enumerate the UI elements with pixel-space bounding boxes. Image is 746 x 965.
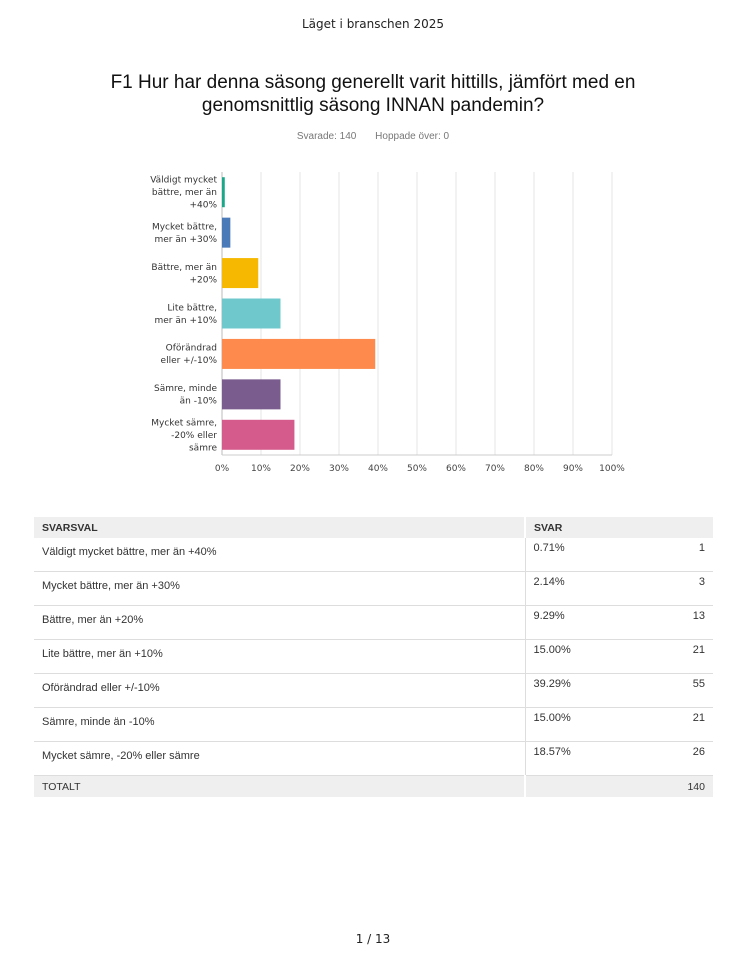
category-label: Lite bättre, bbox=[167, 303, 217, 313]
bar bbox=[222, 177, 225, 208]
row-option: Oförändrad eller +/-10% bbox=[34, 673, 525, 708]
row-option: Mycket sämre, -20% eller sämre bbox=[34, 741, 525, 776]
row-percent: 0.71% bbox=[524, 538, 646, 572]
x-tick-label: 90% bbox=[563, 464, 583, 474]
total-count: 140 bbox=[645, 775, 713, 797]
category-label: +40% bbox=[189, 201, 217, 211]
row-option: Väldigt mycket bättre, mer än +40% bbox=[34, 538, 525, 572]
total-label: TOTALT bbox=[34, 775, 526, 797]
row-option: Bättre, mer än +20% bbox=[34, 605, 525, 640]
category-label: Väldigt mycket bbox=[150, 176, 217, 186]
table-row: Väldigt mycket bättre, mer än +40% 0.71% 1 bbox=[34, 538, 713, 572]
row-percent: 9.29% bbox=[524, 605, 646, 640]
table-total-row: TOTALT 140 bbox=[34, 775, 713, 797]
category-label: Mycket bättre, bbox=[152, 222, 217, 232]
bar bbox=[222, 258, 259, 289]
table-row: Bättre, mer än +20% 9.29% 13 bbox=[34, 605, 713, 640]
header-option: SVARSVAL bbox=[34, 517, 526, 538]
category-label: mer än +30% bbox=[155, 235, 218, 245]
skipped-count: Hoppade över: 0 bbox=[375, 131, 450, 142]
row-option: Lite bättre, mer än +10% bbox=[34, 639, 525, 674]
category-label: mer än +10% bbox=[155, 316, 218, 326]
bar bbox=[222, 379, 281, 410]
x-tick-label: 40% bbox=[368, 464, 388, 474]
row-count: 55 bbox=[645, 673, 713, 708]
category-label: Bättre, mer än bbox=[151, 263, 217, 273]
x-tick-label: 70% bbox=[485, 464, 505, 474]
table-header: SVARSVAL SVAR bbox=[34, 517, 713, 538]
answered-count: Svarade: 140 bbox=[296, 131, 357, 142]
category-label: Oförändrad bbox=[166, 344, 217, 354]
row-count: 1 bbox=[645, 538, 713, 572]
bar bbox=[222, 338, 376, 369]
row-percent: 15.00% bbox=[524, 707, 646, 742]
row-count: 21 bbox=[645, 707, 713, 742]
row-percent: 15.00% bbox=[524, 639, 646, 674]
category-label: än -10% bbox=[180, 397, 218, 407]
row-count: 26 bbox=[645, 741, 713, 776]
row-count: 3 bbox=[645, 571, 713, 606]
category-label: bättre, mer än bbox=[152, 188, 217, 198]
bar-chart: Väldigt mycket bättre, mer än +40% Mycket b… bbox=[150, 172, 625, 474]
category-label: +20% bbox=[189, 275, 217, 285]
chart-x-axis: 0% 10% 20% 30% 40% 50% 60% 70% 80% 90% 100% bbox=[215, 464, 625, 474]
table-row: Oförändrad eller +/-10% 39.29% 55 bbox=[34, 673, 713, 708]
x-tick-label: 60% bbox=[446, 464, 466, 474]
x-tick-label: 10% bbox=[251, 464, 271, 474]
table-row: Mycket bättre, mer än +30% 2.14% 3 bbox=[34, 571, 713, 606]
bar bbox=[222, 217, 231, 248]
category-label: eller +/-10% bbox=[161, 356, 218, 366]
table-row: Mycket sämre, -20% eller sämre 18.57% 26 bbox=[34, 741, 713, 776]
category-label: Sämre, minde bbox=[154, 384, 217, 394]
row-percent: 18.57% bbox=[524, 741, 646, 776]
row-percent: 2.14% bbox=[524, 571, 646, 606]
bar bbox=[222, 298, 281, 329]
category-label: Mycket sämre, bbox=[151, 418, 217, 428]
table-row: Sämre, minde än -10% 15.00% 21 bbox=[34, 707, 713, 742]
results-table: SVARSVAL SVAR Väldigt mycket bättre, mer… bbox=[34, 517, 713, 797]
x-tick-label: 30% bbox=[329, 464, 349, 474]
table-row: Lite bättre, mer än +10% 15.00% 21 bbox=[34, 639, 713, 674]
x-tick-label: 50% bbox=[407, 464, 427, 474]
row-count: 13 bbox=[645, 605, 713, 640]
x-tick-label: 80% bbox=[524, 464, 544, 474]
question-title: F1 Hur har denna säsong generellt varit … bbox=[110, 72, 636, 116]
response-stats: Svarade: 140 Hoppade över: 0 bbox=[0, 131, 746, 142]
row-option: Sämre, minde än -10% bbox=[34, 707, 525, 742]
chart-category-labels: Väldigt mycket bättre, mer än +40% Mycket b… bbox=[150, 176, 217, 454]
chart-bars bbox=[222, 177, 376, 450]
x-tick-label: 20% bbox=[290, 464, 310, 474]
row-option: Mycket bättre, mer än +30% bbox=[34, 571, 525, 606]
row-percent: 39.29% bbox=[524, 673, 646, 708]
category-label: -20% eller bbox=[171, 431, 217, 441]
bar bbox=[222, 419, 295, 450]
x-tick-label: 100% bbox=[599, 464, 625, 474]
header-answer: SVAR bbox=[525, 517, 713, 538]
page-number: 1 / 13 bbox=[355, 932, 391, 946]
x-tick-label: 0% bbox=[215, 464, 230, 474]
total-empty bbox=[525, 775, 646, 797]
row-count: 21 bbox=[645, 639, 713, 674]
chart-grid bbox=[221, 172, 613, 456]
category-label: sämre bbox=[189, 443, 217, 453]
report-title: Läget i branschen 2025 bbox=[301, 17, 444, 31]
